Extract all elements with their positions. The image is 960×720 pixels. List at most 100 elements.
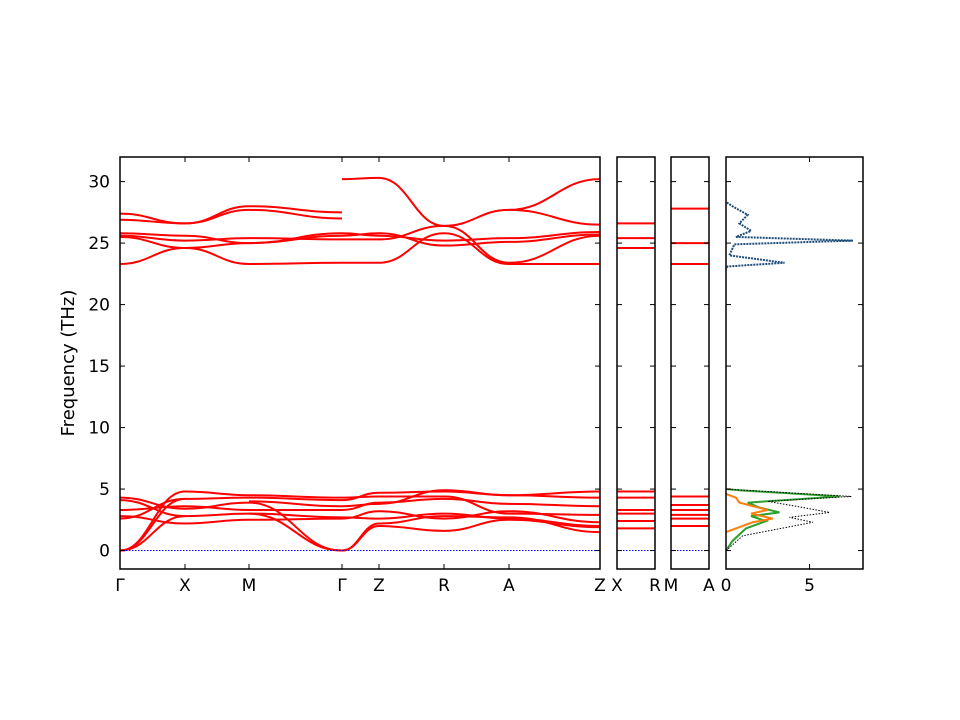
band-line	[508, 516, 601, 534]
x-tick-label: X	[179, 576, 191, 596]
x-tick-label: Z	[373, 576, 385, 596]
panel-main-frame	[119, 156, 601, 570]
y-axis-label: Frequency (THz)	[58, 290, 79, 437]
band-line	[119, 234, 186, 242]
panel-frames	[119, 156, 864, 570]
band-line	[378, 512, 445, 520]
band-line	[378, 176, 445, 227]
band-line	[184, 242, 250, 250]
band-line	[184, 512, 250, 518]
band-line	[443, 512, 510, 520]
panel-dos-frame	[725, 156, 864, 570]
band-line	[508, 234, 601, 264]
x-tick-label: X	[611, 576, 623, 596]
band-line	[341, 176, 380, 181]
band-line	[119, 496, 186, 510]
dos-curve	[725, 488, 840, 552]
band-line	[341, 232, 380, 237]
band-line	[443, 510, 510, 520]
band-line	[508, 494, 601, 499]
band-line	[248, 512, 343, 552]
band-line	[443, 495, 510, 515]
y-tick-label: 30	[88, 173, 110, 193]
band-line	[184, 490, 250, 497]
band-line	[378, 232, 445, 264]
band-line	[248, 517, 343, 521]
band-line	[184, 505, 250, 511]
band-line	[378, 234, 445, 242]
band-line	[378, 497, 445, 504]
band-line	[341, 502, 380, 508]
band-line	[508, 178, 601, 211]
band-line	[248, 496, 343, 502]
band-line	[184, 496, 250, 500]
band-line	[119, 212, 186, 225]
band-line	[443, 224, 510, 264]
band-line	[378, 515, 445, 525]
band-line	[508, 510, 601, 524]
x-tick-label: A	[703, 576, 715, 596]
y-tick-label: 25	[88, 234, 110, 254]
panel-xr-frame	[616, 156, 656, 570]
band-line	[341, 516, 380, 520]
band-line	[341, 495, 380, 499]
band-line	[341, 501, 380, 511]
band-line	[248, 500, 343, 508]
band-line	[508, 512, 601, 516]
y-tick-label: 5	[99, 480, 110, 500]
band-line	[378, 490, 445, 494]
y-tick-label: 0	[99, 542, 110, 562]
x-tick-label: Γ	[115, 576, 125, 596]
band-line	[378, 510, 445, 520]
band-line	[119, 247, 186, 265]
band-line	[508, 233, 601, 243]
band-line	[508, 502, 601, 508]
band-line	[184, 208, 250, 225]
band-lines	[119, 176, 854, 552]
band-line	[443, 232, 510, 265]
band-line	[443, 490, 510, 497]
band-line	[248, 208, 343, 220]
x-tick-label: Γ	[337, 576, 347, 596]
band-line	[341, 522, 380, 552]
x-tick-label: M	[664, 576, 679, 596]
x-tick-label: R	[438, 576, 450, 596]
dos-x-tick-label: 5	[804, 576, 815, 596]
y-tick-label: 15	[88, 357, 110, 377]
y-tick-label: 10	[88, 419, 110, 439]
band-line	[119, 235, 186, 250]
band-line	[248, 494, 343, 499]
dos-x-tick-label: 0	[721, 576, 732, 596]
x-tick-label: R	[649, 576, 661, 596]
band-line	[443, 518, 510, 532]
y-tick-label: 20	[88, 296, 110, 316]
band-line	[378, 524, 445, 532]
band-line	[184, 205, 250, 225]
band-line	[119, 515, 186, 525]
band-line	[508, 231, 601, 240]
dos-curve	[725, 493, 774, 534]
tick-marks	[119, 157, 863, 569]
band-line	[184, 234, 250, 245]
band-line	[248, 234, 343, 245]
x-tick-label: Z	[594, 576, 606, 596]
band-line	[184, 501, 250, 510]
band-line	[248, 261, 343, 265]
x-tick-label: M	[242, 576, 257, 596]
dos-curve	[725, 488, 852, 551]
band-line	[248, 205, 343, 214]
band-line	[443, 497, 510, 505]
band-line	[119, 232, 186, 237]
x-tick-label: A	[503, 576, 515, 596]
panel-ma-frame	[670, 156, 710, 570]
band-line	[443, 208, 510, 227]
band-line	[508, 517, 601, 527]
band-line	[508, 208, 601, 226]
band-line	[443, 237, 510, 242]
band-line	[378, 232, 445, 247]
band-line	[119, 515, 186, 552]
band-line	[184, 247, 250, 265]
band-line	[378, 224, 445, 241]
